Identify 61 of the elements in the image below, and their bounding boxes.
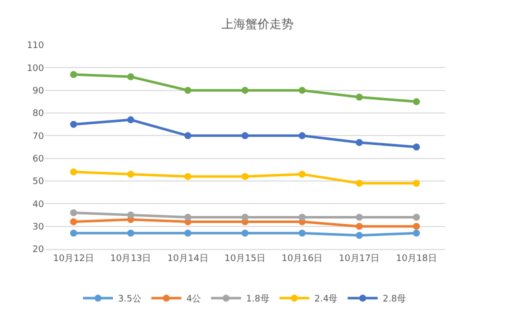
point	[70, 120, 78, 128]
point	[356, 232, 363, 239]
point	[242, 86, 248, 94]
y-tick-label: 20	[32, 245, 44, 256]
y-tick-label: 90	[32, 86, 44, 96]
point	[356, 138, 363, 146]
x-tick-label: 10月16日	[282, 254, 323, 264]
point	[242, 214, 248, 221]
y-tick-label: 60	[32, 154, 44, 164]
point	[412, 222, 420, 230]
point	[356, 94, 363, 101]
point	[127, 116, 134, 124]
point	[242, 132, 248, 140]
point	[412, 230, 420, 237]
point	[298, 132, 306, 140]
point	[298, 86, 306, 94]
x-tick-label: 10月13日	[110, 254, 152, 264]
point	[242, 230, 248, 237]
x-tick-label: 10月17日	[338, 254, 380, 264]
legend-label: 3.5公	[118, 294, 142, 305]
point	[356, 180, 363, 187]
legend-label: 1.8母	[246, 294, 270, 305]
x-tick-label: 10月14日	[167, 254, 208, 264]
point	[412, 144, 420, 150]
point	[127, 230, 134, 237]
point	[184, 132, 192, 140]
point	[184, 214, 192, 221]
y-tick-label: 70	[32, 132, 44, 142]
y-tick-label: 100	[26, 64, 44, 74]
point	[70, 168, 78, 176]
chart-title: 上海蟹价走势	[222, 16, 294, 31]
point	[298, 214, 306, 221]
legend-label: 2.8母	[382, 294, 406, 305]
point	[127, 170, 134, 178]
point	[70, 209, 78, 216]
point	[127, 73, 134, 80]
point	[70, 230, 78, 237]
point	[127, 212, 134, 218]
point	[412, 214, 420, 221]
point	[412, 98, 420, 106]
point	[70, 70, 78, 78]
point	[70, 218, 78, 226]
y-tick-label: 110	[26, 41, 44, 52]
point	[298, 230, 306, 237]
point	[184, 230, 192, 237]
point	[356, 222, 363, 230]
x-tick-label: 10月15日	[224, 254, 266, 264]
point	[298, 170, 306, 178]
legend-label: 4公	[186, 294, 202, 305]
point	[412, 180, 420, 187]
x-tick-label: 10月12日	[53, 254, 94, 264]
point	[184, 172, 192, 180]
y-tick-label: 80	[32, 109, 44, 120]
y-tick-label: 40	[32, 200, 44, 210]
y-tick-label: 50	[32, 177, 44, 188]
y-tick-label: 30	[32, 222, 44, 232]
legend-label: 2.4母	[314, 294, 338, 305]
point	[356, 214, 363, 221]
point	[184, 86, 192, 94]
point	[242, 172, 248, 180]
x-tick-label: 10月18日	[396, 254, 437, 264]
